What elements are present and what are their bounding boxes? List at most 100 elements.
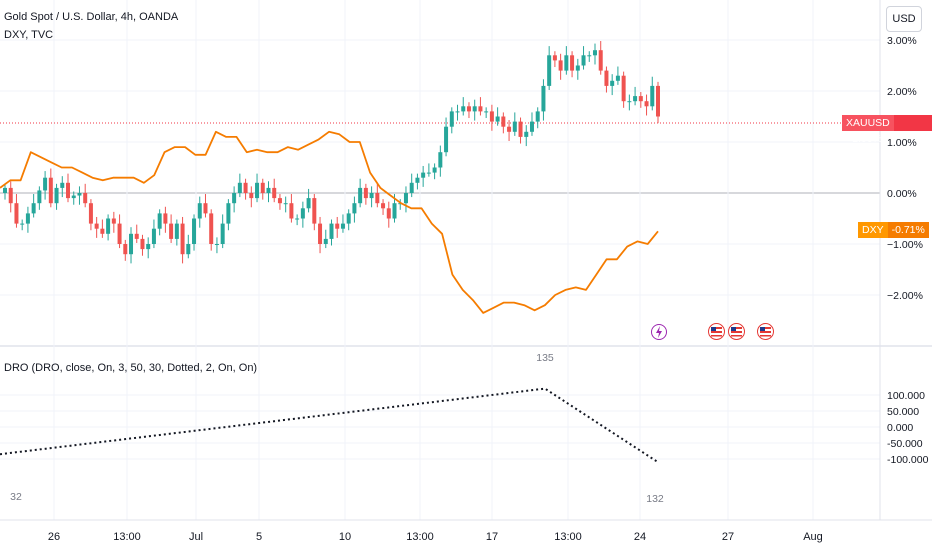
indicator-axis-label: -50.000 — [887, 438, 923, 450]
candle-body — [518, 121, 523, 137]
dro-indicator: 32 135 132 — [0, 352, 664, 505]
us-flag-icon[interactable] — [728, 323, 745, 340]
candle-body — [552, 55, 557, 61]
candle-body — [575, 65, 580, 71]
candle-body — [25, 213, 30, 224]
xauusd-candles — [3, 41, 660, 264]
candle-body — [335, 223, 340, 229]
compare-symbol-legend[interactable]: DXY, TVC — [4, 29, 54, 41]
candle-body — [615, 75, 620, 81]
candle-body — [449, 111, 454, 127]
candle-body — [541, 85, 546, 112]
candle-body — [318, 223, 323, 244]
currency-button[interactable]: USD — [886, 6, 922, 32]
price-axis-label: 1.00% — [887, 137, 917, 149]
candle-body — [381, 203, 386, 209]
us-flag-icon[interactable] — [708, 323, 725, 340]
price-axis-label: 3.00% — [887, 35, 917, 47]
indicator-legend[interactable]: DRO (DRO, close, On, 3, 50, 30, Dotted, … — [4, 362, 258, 374]
candle-body — [100, 228, 105, 234]
time-axis-label: 17 — [485, 531, 499, 543]
candle-body — [621, 75, 626, 102]
lightning-icon[interactable] — [651, 324, 667, 340]
candle-body — [352, 203, 357, 214]
time-axis-label: 13:00 — [406, 531, 434, 543]
candle-body — [323, 238, 328, 244]
candle-body — [71, 195, 76, 199]
candle-body — [329, 223, 334, 239]
main-symbol-legend[interactable]: Gold Spot / U.S. Dollar, 4h, OANDA — [4, 11, 179, 23]
candle-body — [587, 55, 592, 57]
candle-body — [484, 111, 489, 113]
time-axis-label: Aug — [803, 531, 823, 543]
candle-body — [438, 152, 443, 168]
candle-body — [581, 55, 586, 66]
candle-body — [83, 193, 88, 204]
candle-body — [260, 182, 265, 193]
dxy-line — [0, 130, 659, 314]
candle-body — [209, 213, 214, 244]
candle-body — [157, 213, 162, 229]
candle-body — [94, 223, 99, 229]
candle-body — [3, 187, 7, 193]
candle-body — [300, 208, 305, 219]
xauusd-badge-value: +1.38% — [846, 133, 882, 145]
dro-swing-label: 132 — [646, 493, 664, 505]
candle-body — [243, 182, 248, 193]
candle-body — [277, 198, 282, 204]
candle-body — [507, 126, 512, 132]
price-axis[interactable]: 3.00% 2.00% 1.00% 0.00% −1.00% −2.00% 100.000 5… — [887, 35, 929, 466]
candle-body — [232, 193, 237, 204]
candle-body — [295, 218, 300, 220]
candle-body — [237, 182, 242, 193]
candle-body — [249, 193, 254, 199]
candle-body — [444, 126, 449, 153]
candle-body — [214, 244, 219, 245]
candle-body — [174, 223, 179, 239]
candle-body — [54, 187, 59, 204]
time-axis-label: Jul — [188, 531, 204, 543]
candle-body — [340, 223, 345, 229]
indicator-axis-label: 0.000 — [887, 422, 913, 434]
dxy-price-badge: DXY -0.71% — [858, 222, 929, 238]
candle-body — [501, 116, 506, 127]
candle-body — [415, 177, 420, 183]
candle-body — [432, 167, 437, 173]
candle-body — [489, 111, 494, 122]
candle-body — [403, 193, 408, 204]
time-axis-label: 13:00 — [113, 531, 141, 543]
candle-body — [186, 244, 191, 255]
candle-body — [20, 223, 25, 225]
candle-body — [650, 85, 655, 107]
dro-swing-label: 32 — [10, 491, 22, 503]
candle-body — [461, 106, 466, 112]
candle-body — [129, 233, 134, 255]
dxy-series-line — [0, 130, 659, 314]
candle-body — [180, 223, 185, 255]
dxy-badge-name: DXY — [858, 222, 888, 238]
price-axis-label: 0.00% — [887, 188, 917, 200]
candle-body — [638, 96, 643, 102]
candle-body — [392, 203, 397, 219]
candle-body — [598, 50, 603, 71]
candle-body — [197, 203, 202, 219]
candle-body — [77, 193, 82, 196]
us-flag-icon[interactable] — [757, 323, 774, 340]
candle-body — [146, 244, 151, 250]
grid — [0, 0, 932, 521]
candle-body — [272, 187, 277, 199]
candle-body — [226, 203, 231, 224]
candle-body — [547, 55, 552, 86]
time-axis-label: 27 — [721, 531, 735, 543]
candle-body — [60, 182, 65, 188]
candle-body — [604, 70, 609, 86]
candle-body — [472, 106, 477, 112]
candle-body — [409, 182, 414, 193]
candle-body — [426, 172, 431, 174]
candle-body — [564, 55, 569, 71]
candle-body — [369, 193, 374, 199]
candle-body — [106, 218, 111, 234]
candle-body — [306, 198, 311, 209]
indicator-axis-label: 100.000 — [887, 390, 925, 402]
